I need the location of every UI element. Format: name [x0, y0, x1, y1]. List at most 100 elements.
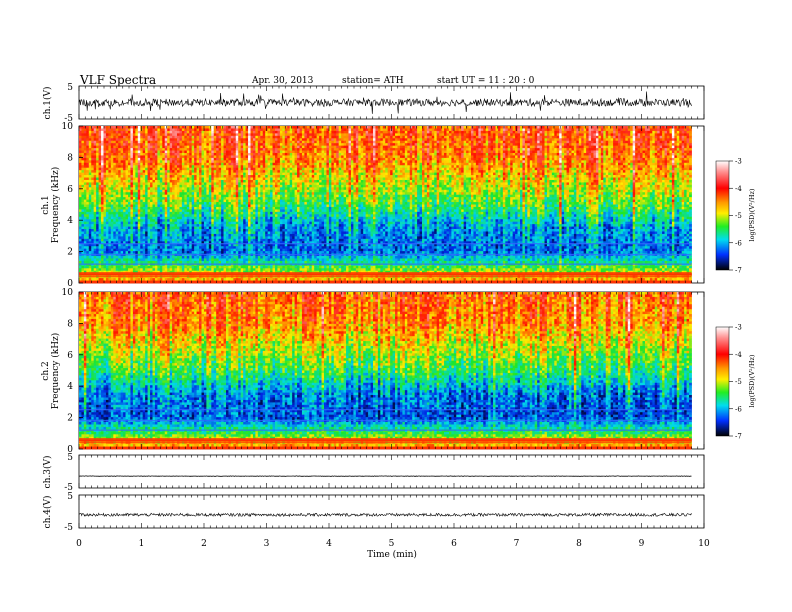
spectrogram-cell [187, 217, 190, 220]
spectrogram-cell [246, 138, 249, 141]
spectrogram-cell [253, 251, 256, 254]
spectrogram-cell [91, 205, 94, 208]
spectrogram-cell [221, 258, 224, 261]
spectrogram-cell [184, 202, 187, 205]
spectrogram-cell [101, 128, 104, 131]
spectrogram-cell [187, 200, 190, 203]
spectrogram-cell [99, 128, 102, 131]
spectrogram-cell [150, 246, 153, 249]
spectrogram-cell [268, 180, 271, 183]
spectrogram-cell [226, 217, 229, 220]
spectrogram-cell [153, 273, 156, 276]
spectrogram-cell [108, 165, 111, 168]
spectrogram-cell [138, 281, 141, 284]
spectrogram-cell [219, 153, 222, 156]
spectrogram-cell [211, 200, 214, 203]
spectrogram-cell [260, 222, 263, 225]
spectrogram-cell [184, 187, 187, 190]
spectrogram-cell [106, 128, 109, 131]
spectrogram-cell [104, 170, 107, 173]
spectrogram-cell [138, 202, 141, 205]
spectrogram-cell [228, 170, 231, 173]
spectrogram-cell [206, 170, 209, 173]
spectrogram-cell [189, 239, 192, 242]
spectrogram-cell [89, 209, 92, 212]
spectrogram-cell [121, 278, 124, 281]
spectrogram-cell [253, 281, 256, 284]
spectrogram-cell [135, 138, 138, 141]
spectrogram-cell [128, 197, 131, 200]
spectrogram-cell [116, 138, 119, 141]
spectrogram-cell [121, 187, 124, 190]
spectrogram-cell [101, 217, 104, 220]
spectrogram-cell [86, 146, 89, 149]
spectrogram-cell [268, 222, 271, 225]
spectrogram-cell [246, 207, 249, 210]
spectrogram-cell [219, 158, 222, 161]
spectrogram-cell [155, 268, 158, 271]
spectrogram-cell [128, 187, 131, 190]
spectrogram-cell [216, 155, 219, 158]
spectrogram-cell [214, 249, 217, 252]
spectrogram-cell [121, 249, 124, 252]
spectrogram-cell [265, 192, 268, 195]
spectrogram-cell [202, 141, 205, 144]
spectrogram-cell [192, 133, 195, 136]
spectrogram-cell [238, 143, 241, 146]
spectrogram-cell [204, 138, 207, 141]
spectrogram-cell [101, 155, 104, 158]
spectrogram-cell [265, 151, 268, 154]
spectrogram-cell [189, 256, 192, 259]
spectrogram-cell [140, 219, 143, 222]
spectrogram-cell [192, 173, 195, 176]
spectrogram-cell [206, 202, 209, 205]
spectrogram-cell [167, 195, 170, 198]
spectrogram-cell [233, 153, 236, 156]
spectrogram-cell [148, 131, 151, 134]
spectrogram-cell [187, 151, 190, 154]
spectrogram-cell [99, 217, 102, 220]
spectrogram-cell [145, 138, 148, 141]
spectrogram-cell [113, 251, 116, 254]
spectrogram-cell [96, 209, 99, 212]
spectrogram-cell [206, 209, 209, 212]
spectrogram-cell [194, 239, 197, 242]
spectrogram-cell [228, 261, 231, 264]
spectrogram-cell [86, 236, 89, 239]
spectrogram-cell [204, 170, 207, 173]
spectrogram-cell [121, 126, 124, 129]
spectrogram-cell [170, 158, 173, 161]
spectrogram-cell [260, 258, 263, 261]
spectrogram-cell [238, 148, 241, 151]
spectrogram-cell [145, 261, 148, 264]
spectrogram-cell [126, 168, 129, 171]
spectrogram-cell [130, 256, 133, 259]
spectrogram-cell [165, 143, 168, 146]
spectrogram-cell [126, 229, 129, 232]
spectrogram-cell [202, 234, 205, 237]
spectrogram-cell [255, 209, 258, 212]
spectrogram-cell [133, 146, 136, 149]
spectrogram-cell [123, 155, 126, 158]
spectrogram-cell [94, 227, 97, 230]
spectrogram-cell [128, 249, 131, 252]
spectrogram-cell [175, 160, 178, 163]
spectrogram-cell [99, 170, 102, 173]
spectrogram-cell [143, 180, 146, 183]
spectrogram-cell [130, 128, 133, 131]
spectrogram-cell [255, 239, 258, 242]
spectrogram-cell [260, 182, 263, 185]
spectrogram-cell [143, 231, 146, 234]
spectrogram-cell [243, 209, 246, 212]
spectrogram-cell [145, 246, 148, 249]
spectrogram-cell [104, 136, 107, 139]
spectrogram-cell [224, 168, 227, 171]
spectrogram-cell [94, 251, 97, 254]
spectrogram-cell [187, 278, 190, 281]
spectrogram-cell [143, 160, 146, 163]
spectrogram-cell [170, 273, 173, 276]
spectrogram-cell [233, 192, 236, 195]
spectrogram-cell [155, 278, 158, 281]
spectrogram-cell [126, 219, 129, 222]
spectrogram-cell [86, 273, 89, 276]
